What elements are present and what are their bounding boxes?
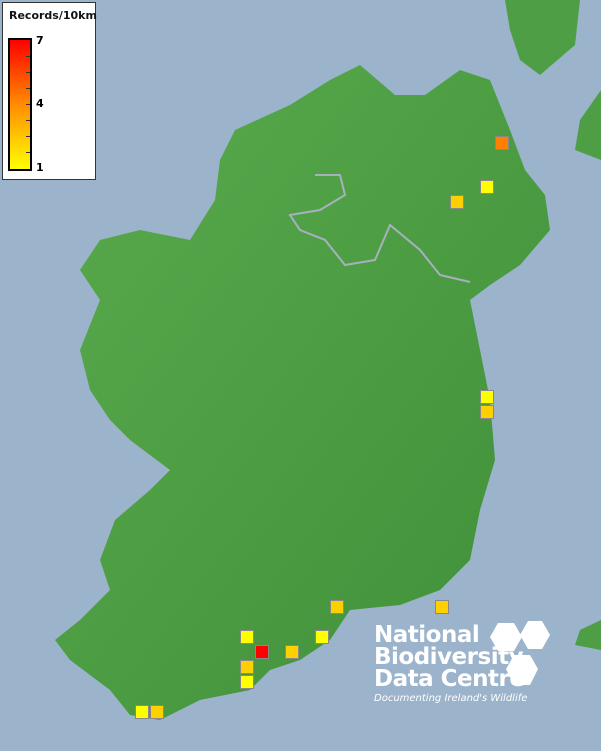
record-cell[interactable] (315, 630, 329, 644)
record-cell[interactable] (240, 660, 254, 674)
nbdc-logo: National Biodiversity Data Centre Docume… (374, 621, 550, 704)
logo-tagline: Documenting Ireland's Wildlife (374, 693, 528, 704)
record-cell[interactable] (480, 390, 494, 404)
legend-tick-min: 1 (36, 161, 44, 174)
record-cell[interactable] (450, 195, 464, 209)
record-cell[interactable] (480, 180, 494, 194)
record-cell[interactable] (285, 645, 299, 659)
logo-hexagons-icon (490, 621, 550, 685)
record-cell[interactable] (240, 675, 254, 689)
record-cell[interactable] (330, 600, 344, 614)
record-cell[interactable] (240, 630, 254, 644)
record-cell[interactable] (150, 705, 164, 719)
logo-line-1: National (374, 622, 480, 648)
record-cell[interactable] (135, 705, 149, 719)
legend-title: Records/10km (9, 9, 97, 22)
scotland-coast (505, 0, 580, 75)
northern-ireland-border (288, 174, 471, 283)
record-cell[interactable] (495, 136, 509, 150)
record-cell[interactable] (480, 405, 494, 419)
record-cell[interactable] (255, 645, 269, 659)
wales-coast (575, 90, 601, 650)
ireland-landmass (55, 65, 550, 720)
logo-line-2: Biodiversity (374, 644, 524, 670)
legend: Records/10km 7 4 1 (2, 2, 97, 180)
legend-tick-max: 7 (36, 34, 44, 47)
legend-tick-mid: 4 (36, 97, 44, 110)
color-ramp (8, 38, 32, 171)
record-cell[interactable] (435, 600, 449, 614)
logo-line-3: Data Centre (374, 666, 525, 692)
